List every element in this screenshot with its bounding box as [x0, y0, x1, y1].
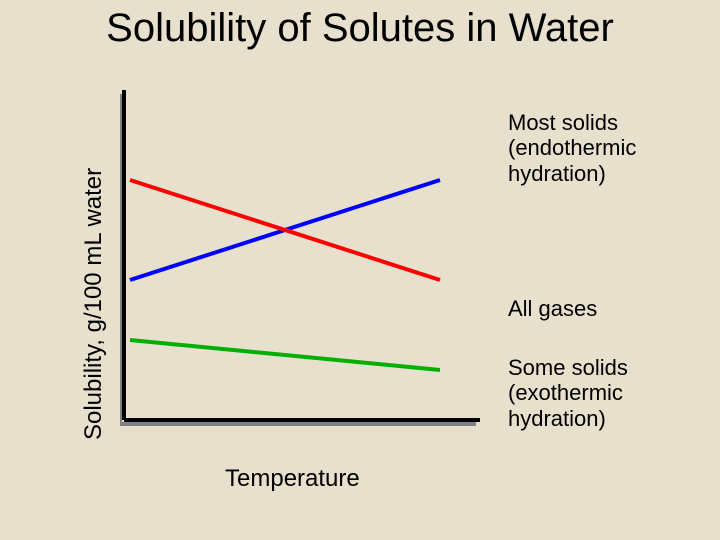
line-some-solids — [130, 340, 440, 370]
slide: Solubility of Solutes in Water Solubilit… — [0, 0, 720, 540]
slide-title: Solubility of Solutes in Water — [0, 6, 720, 51]
solubility-chart — [120, 80, 490, 430]
x-axis-label: Temperature — [225, 465, 360, 493]
legend-all-gases: All gases — [508, 296, 688, 321]
legend-some-solids: Some solids (exothermic hydration) — [508, 355, 688, 431]
y-axis-label: Solubility, g/100 mL water — [80, 168, 108, 440]
legend-most-solids: Most solids (endothermic hydration) — [508, 110, 688, 186]
